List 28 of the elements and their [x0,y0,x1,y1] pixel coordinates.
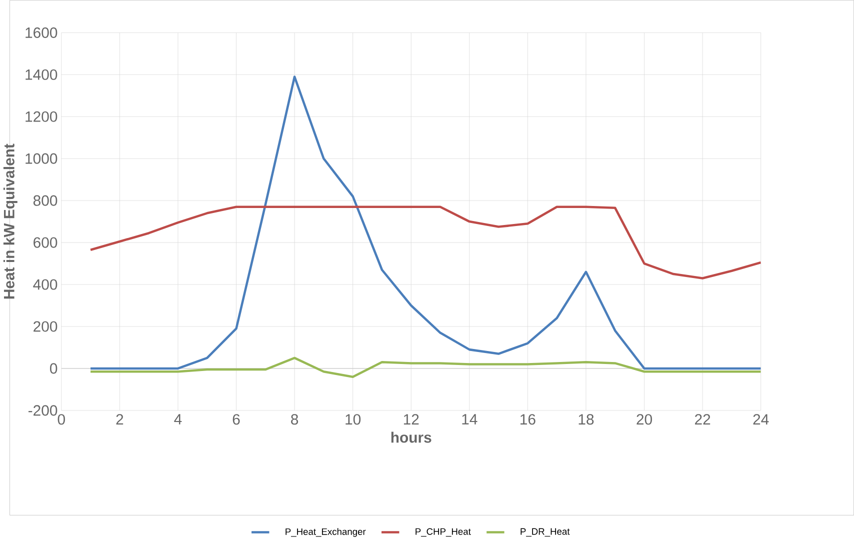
x-tick-label: 6 [232,414,240,425]
x-tick-label: 18 [578,414,594,425]
y-tick-label: 0 [50,363,58,374]
x-tick-label: 24 [753,414,769,425]
y-tick-label: 1400 [26,70,58,80]
y-tick-label: 1600 [26,28,58,38]
legend-label: P_Heat_Exchanger [286,528,366,538]
x-axis-title: hours [391,432,432,443]
legend-label: P_CHP_Heat [416,528,471,537]
x-tick-label: 10 [346,414,361,425]
x-tick-label: 14 [462,414,478,425]
y-tick-label: 800 [33,195,58,206]
y-tick-label: 400 [33,279,58,290]
y-tick-label: 200 [34,321,58,332]
x-tick-label: 16 [520,414,536,425]
x-tick-label: 4 [174,414,182,425]
y-tick-label: 600 [34,237,58,248]
x-tick-label: 2 [116,414,124,425]
legend-label: P_DR_Heat [520,528,570,537]
y-axis-title: Heat in kW Equivalent [3,144,18,299]
x-tick-label: 20 [636,414,652,425]
y-tick-label: 1000 [26,154,58,164]
x-tick-label: 12 [404,414,419,425]
x-tick-label: 0 [58,414,65,425]
x-tick-label: 22 [694,414,710,425]
y-tick-label: 1200 [26,112,58,122]
y-tick-label: -200 [28,405,58,416]
x-tick-label: 8 [291,414,298,425]
